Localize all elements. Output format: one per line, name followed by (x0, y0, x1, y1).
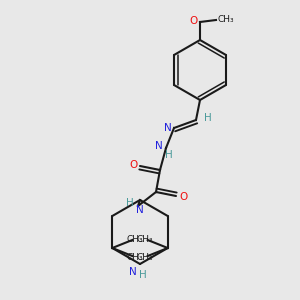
Text: N: N (136, 205, 144, 215)
Text: O: O (179, 192, 187, 202)
Text: CH₃: CH₃ (137, 253, 154, 262)
Text: O: O (130, 160, 138, 170)
Text: H: H (165, 150, 173, 160)
Text: N: N (155, 141, 163, 151)
Text: O: O (189, 16, 197, 26)
Text: CH₃: CH₃ (126, 235, 143, 244)
Text: H: H (204, 113, 212, 123)
Text: CH₃: CH₃ (126, 253, 143, 262)
Text: N: N (129, 267, 137, 277)
Text: N: N (164, 123, 172, 133)
Text: H: H (126, 198, 134, 208)
Text: H: H (139, 270, 147, 280)
Text: CH₃: CH₃ (218, 16, 234, 25)
Text: CH₃: CH₃ (137, 235, 154, 244)
